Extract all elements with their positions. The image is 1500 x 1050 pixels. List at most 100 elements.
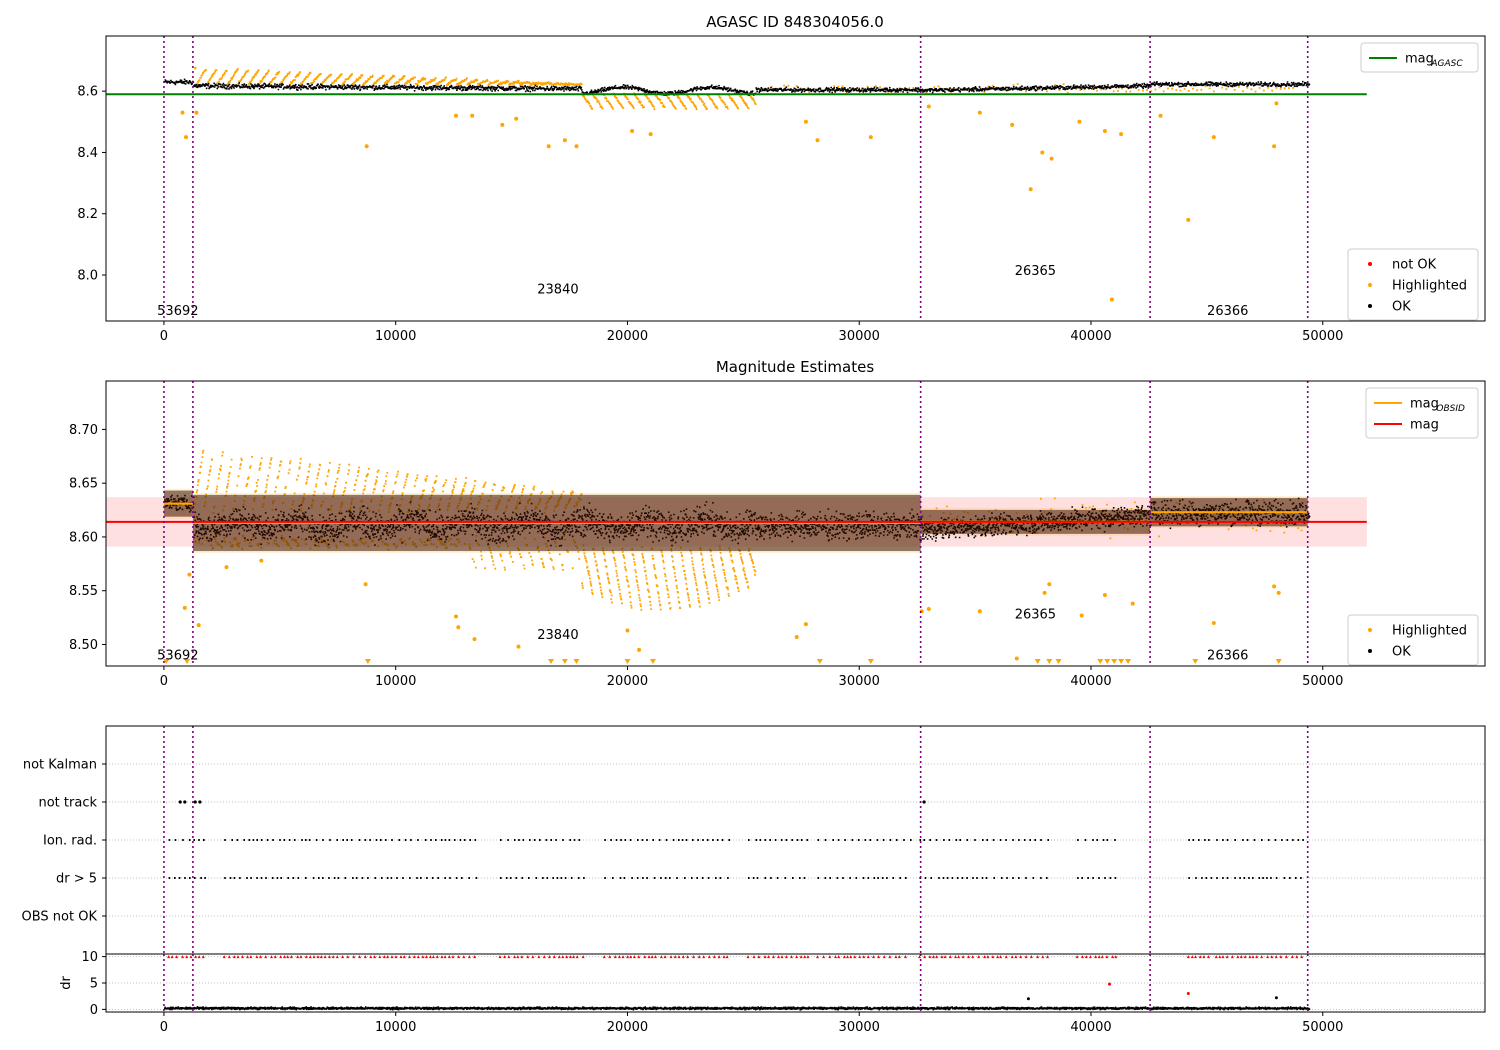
offscale-marker-17 xyxy=(1125,659,1132,664)
dr-gt-5-points-9 xyxy=(1188,877,1213,879)
highlighted-point-29 xyxy=(1272,144,1277,149)
panel4-data-layer xyxy=(106,954,1485,1012)
panel2-title: Magnitude Estimates xyxy=(716,358,874,376)
panel1-xtick-label-2: 20000 xyxy=(607,329,648,344)
dr-clipped-markers-5 xyxy=(816,955,907,959)
offscale-marker-10 xyxy=(1034,659,1041,664)
highlighted-point-15 xyxy=(868,135,873,140)
panel1-obsid-labels: 53692 23840 26365 26366 xyxy=(157,264,1248,319)
panel1-ytick-label-1: 8.2 xyxy=(77,207,98,222)
panel1-legend-mag-box xyxy=(1360,42,1479,73)
panel4-ylabel: dr xyxy=(59,976,74,990)
panel4-xtick-label-2: 20000 xyxy=(607,1020,648,1035)
panel2-legend-mag-label-0: mag xyxy=(1410,397,1439,412)
offscale-marker-5 xyxy=(573,659,580,664)
highlighted-outlier-2 xyxy=(196,623,201,628)
obsid-label-3: 26366 xyxy=(1207,649,1248,664)
highlighted-outlier-19 xyxy=(1047,582,1052,587)
highlighted-point-30 xyxy=(1274,101,1279,106)
dr-clipped-markers-9 xyxy=(1186,955,1210,959)
obsid-label-3: 26366 xyxy=(1207,304,1248,319)
dr-clipped-markers-4 xyxy=(746,955,810,959)
offscale-marker-2 xyxy=(364,659,371,664)
panel2-legend-mag-label-sub-0: OBSID xyxy=(1436,404,1465,414)
panel4-xtick-label-5: 50000 xyxy=(1302,1020,1343,1035)
panel3-data-layer xyxy=(106,726,1485,954)
panel1-legend-status-label-0: not OK xyxy=(1392,258,1437,273)
obsid-label-1: 23840 xyxy=(537,628,578,643)
highlighted-point-16 xyxy=(926,104,931,109)
dr-gt-5-points-1 xyxy=(224,877,478,879)
highlighted-point-10 xyxy=(574,144,579,149)
ion-rad-points-9 xyxy=(1188,839,1210,841)
ion-rad-points-6 xyxy=(919,839,1007,841)
flag-label-3: dr > 5 xyxy=(56,872,97,887)
dr-clipped-markers-0 xyxy=(167,955,205,959)
panel2-axes: 0 10000 20000 30000 40000 50000 8.50 8.55 8.60 8.… xyxy=(69,380,1486,689)
panel1-legend-status-handle-0 xyxy=(1368,262,1372,266)
highlighted-point-19 xyxy=(1028,187,1033,192)
dr-gt-5-points-10 xyxy=(1216,877,1302,879)
highlighted-point-1 xyxy=(184,135,188,140)
offscale-marker-6 xyxy=(624,659,631,664)
highlighted-point-27 xyxy=(1186,217,1191,222)
highlighted-outlier-13 xyxy=(803,622,808,627)
panel2-xtick-label-0: 0 xyxy=(160,674,168,689)
flag-label-1: not track xyxy=(38,796,97,811)
highlighted-outlier-16 xyxy=(977,609,982,614)
panel3-axes: not Kalman not track Ion. rad. dr > 5 OBS no… xyxy=(22,725,1486,955)
highlighted-point-2 xyxy=(194,110,199,115)
ion-rad-points-5 xyxy=(817,839,912,841)
ion-rad-points-4 xyxy=(748,839,809,841)
dr-clipped-markers-7 xyxy=(1010,955,1049,959)
panel2-legend-status-handle-1 xyxy=(1368,649,1372,653)
panel1-ytick-label-0: 8.0 xyxy=(77,269,98,284)
ion-rad-points-0 xyxy=(168,839,205,841)
dr-clipped-markers-6 xyxy=(918,955,1008,959)
highlighted-outlier-3 xyxy=(224,565,229,570)
panel4-ytick-label-0: 0 xyxy=(90,1003,98,1018)
dr-gt-5-points-3 xyxy=(604,877,729,879)
ion-rad-points-2 xyxy=(500,839,581,841)
highlighted-point-25 xyxy=(1119,132,1124,137)
dr-outlier-2 xyxy=(1026,997,1030,1001)
highlighted-point-9 xyxy=(562,138,567,143)
dr-outlier-1 xyxy=(1186,992,1190,995)
panel-flags: not Kalman not track Ion. rad. dr > 5 OBS no… xyxy=(22,725,1486,955)
offscale-marker-1 xyxy=(184,659,191,664)
highlighted-outlier-6 xyxy=(454,614,458,619)
highlighted-point-26 xyxy=(1158,113,1163,118)
highlighted-outlier-0 xyxy=(182,605,187,610)
offscale-marker-12 xyxy=(1055,659,1062,664)
highlighted-outlier-21 xyxy=(1102,593,1107,597)
panel4-xtick-label-0: 0 xyxy=(160,1020,168,1035)
dr-gt-5-points-2 xyxy=(500,877,585,879)
panel2-ytick-label-2: 8.60 xyxy=(69,530,98,545)
obsid-label-0: 53692 xyxy=(157,304,198,319)
ion-rad-points-7 xyxy=(1012,839,1049,841)
panel3-frame xyxy=(105,725,1486,955)
panel1-legend-status-label-1: Highlighted xyxy=(1392,279,1467,294)
offscale-marker-11 xyxy=(1046,659,1053,664)
panel1-axes: 0 10000 20000 30000 40000 50000 8.0 8.2 8.4 8.6 xyxy=(77,35,1486,344)
panel2-ytick-label-0: 8.50 xyxy=(69,638,98,653)
flag-label-0: not Kalman xyxy=(23,758,97,773)
panel1-legend-status-label-2: OK xyxy=(1392,300,1411,315)
panel2-legend-status-label-0: Highlighted xyxy=(1392,624,1467,639)
panel4-xtick-label-4: 40000 xyxy=(1070,1020,1111,1035)
panel1-xtick-label-1: 10000 xyxy=(375,329,416,344)
panel1-legend-mag-label-0: mag xyxy=(1405,52,1434,67)
highlighted-outlier-9 xyxy=(516,644,521,649)
dr-clipped-markers-10 xyxy=(1214,955,1304,959)
offscale-marker-18 xyxy=(1192,659,1199,664)
panel1-ytick-label-2: 8.4 xyxy=(77,146,98,161)
panel1-legend-status-handle-1 xyxy=(1368,283,1372,287)
panel4-xtick-label-1: 10000 xyxy=(375,1020,416,1035)
highlighted-point-8 xyxy=(546,144,551,149)
highlighted-point-21 xyxy=(1049,156,1054,161)
highlighted-outlier-8 xyxy=(472,637,477,642)
offscale-marker-4 xyxy=(561,659,568,664)
offscale-marker-19 xyxy=(1275,659,1282,664)
